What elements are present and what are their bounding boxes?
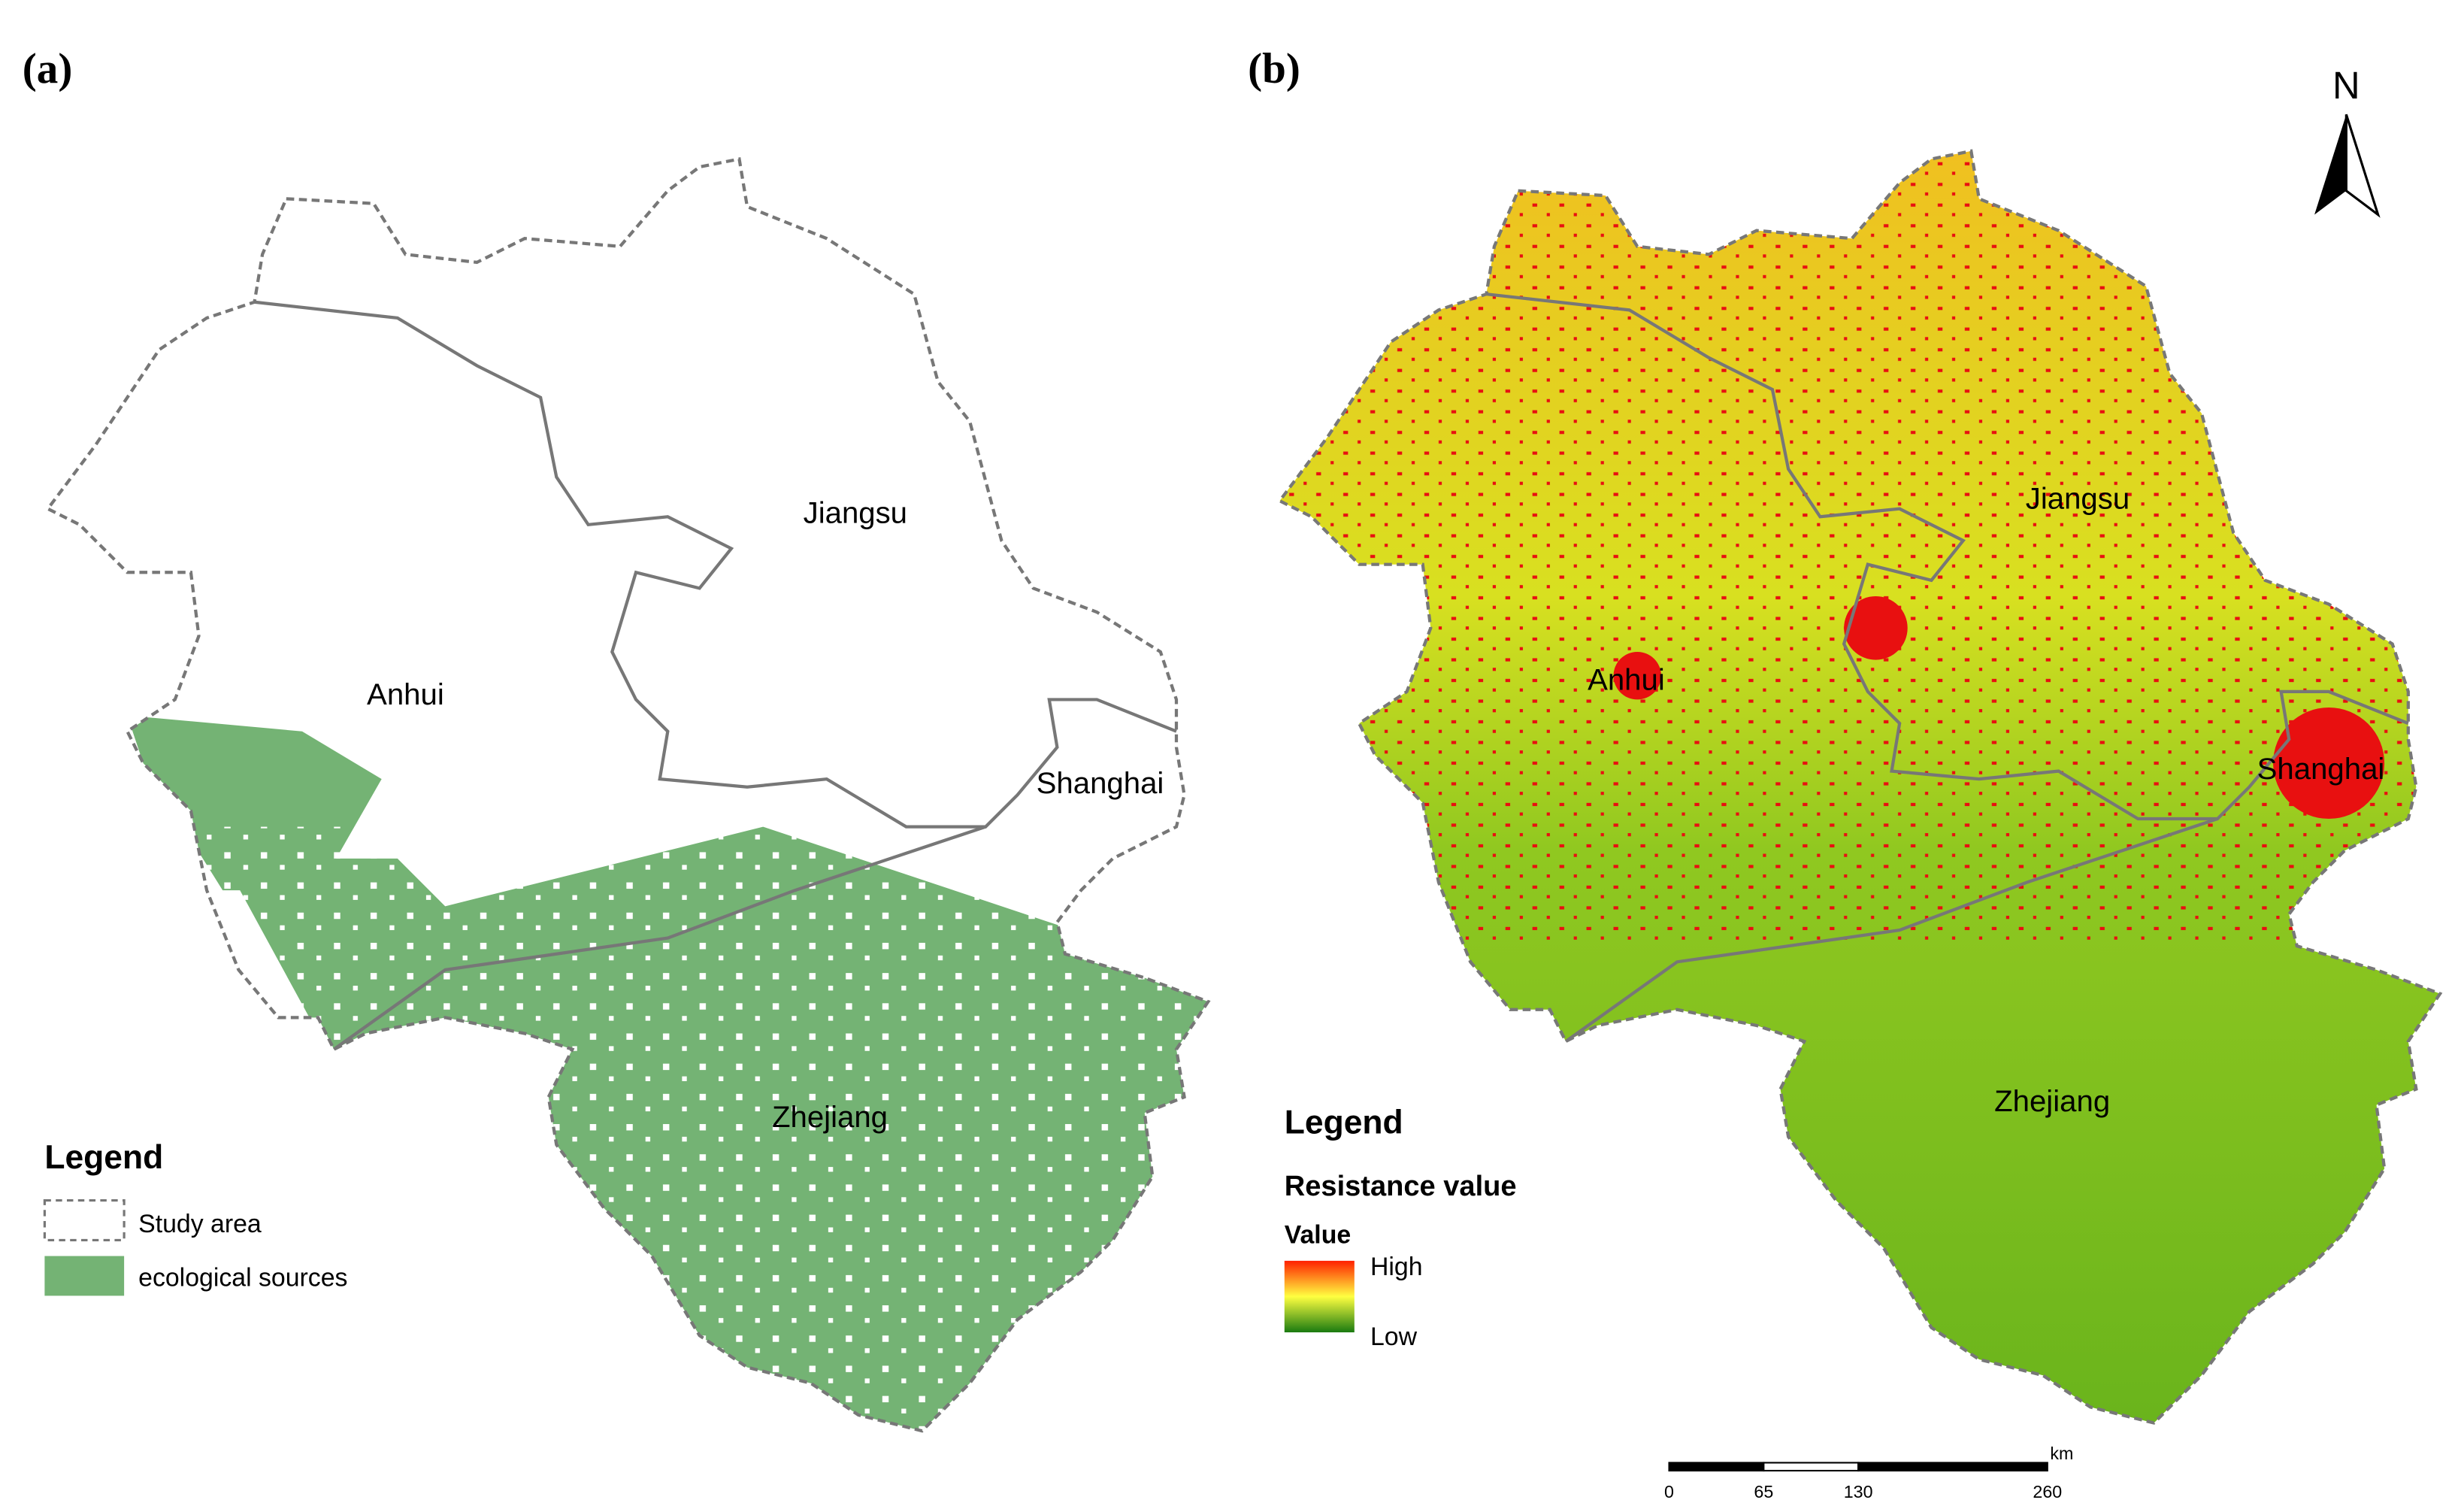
legend-field: Value [1285, 1221, 1351, 1250]
scale-segment [1668, 1462, 1765, 1472]
legend-ramp [1284, 1260, 1355, 1333]
panel-label: (a) [23, 45, 73, 92]
scale-unit: km [2050, 1444, 2073, 1463]
legend-item: ecological sources [138, 1264, 347, 1292]
scale-label: 0 [1664, 1482, 1674, 1501]
legend-title: Legend [44, 1139, 163, 1176]
scale-label: 65 [1754, 1482, 1773, 1501]
ecological-sources [47, 715, 1209, 1432]
legend-swatch [44, 1256, 125, 1296]
province-label: Anhui [367, 677, 444, 711]
province-label: Jiangsu [804, 496, 907, 530]
panel-label: (b) [1248, 45, 1300, 92]
north-arrow [2314, 114, 2347, 215]
legend-item: Study area [138, 1210, 262, 1238]
north-arrow [2344, 114, 2381, 218]
legend-high: High [1370, 1253, 1423, 1281]
province-label: Shanghai [2257, 752, 2385, 786]
scale-bar: 0 65 130 260 km [1664, 1444, 2073, 1501]
scale-label: 130 [1844, 1482, 1873, 1501]
scale-label: 260 [2033, 1482, 2062, 1501]
province-border [333, 825, 986, 1051]
province-label: Zhejiang [1994, 1084, 2110, 1118]
legend-title: Legend [1285, 1104, 1403, 1141]
legend-subtitle: Resistance value [1285, 1171, 1517, 1202]
legend-swatch [43, 1198, 126, 1241]
province-label: Jiangsu [2026, 482, 2130, 516]
scale-segment [1857, 1462, 2048, 1472]
legend-low: Low [1370, 1323, 1418, 1351]
province-label: Zhejiang [772, 1100, 888, 1134]
scale-segment [1763, 1462, 1860, 1472]
province-border [254, 300, 1177, 829]
province-label: Anhui [1588, 663, 1665, 697]
north-label: N [2332, 64, 2360, 107]
province-label: Shanghai [1037, 766, 1164, 800]
